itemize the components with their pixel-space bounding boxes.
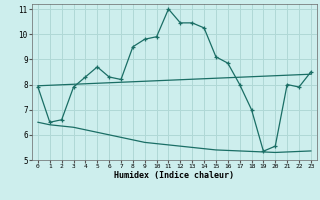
X-axis label: Humidex (Indice chaleur): Humidex (Indice chaleur) bbox=[115, 171, 234, 180]
